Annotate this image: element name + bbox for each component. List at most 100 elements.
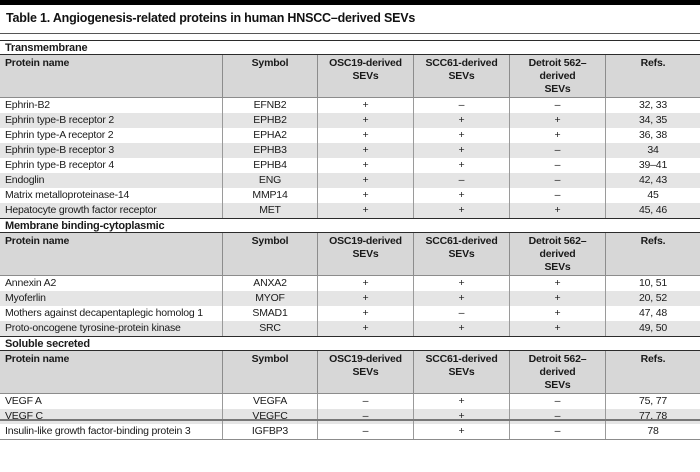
proteins-table: Transmembrane Protein name Symbol OSC19-der… bbox=[0, 40, 700, 440]
symbol-cell: MYOF bbox=[222, 291, 317, 306]
scc61-sevs-cell: + bbox=[413, 143, 509, 158]
scc61-sevs-cell: + bbox=[413, 291, 509, 306]
detroit562-sevs-cell: + bbox=[509, 276, 605, 291]
column-header-osc19-sevs-cell: OSC19-derived SEVs bbox=[317, 55, 413, 97]
symbol-cell: EFNB2 bbox=[222, 98, 317, 113]
osc19-sevs-cell: – bbox=[317, 394, 413, 409]
scc61-sevs-cell: + bbox=[413, 158, 509, 173]
table-row: Annexin A2 ANXA2 + + +10, 51 bbox=[0, 276, 700, 291]
osc19-sevs-cell: + bbox=[317, 306, 413, 321]
column-header-protein-name-cell: Protein name bbox=[5, 235, 70, 247]
section-header-0: Transmembrane bbox=[0, 40, 700, 55]
table-row: Ephrin-B2 EFNB2 + – –32, 33 bbox=[0, 98, 700, 113]
refs-cell: 32, 33 bbox=[605, 98, 700, 113]
column-header-row: Protein name Symbol OSC19-derived SEVs SCC6… bbox=[0, 55, 700, 98]
column-header-symbol-cell: Symbol bbox=[222, 233, 317, 275]
detroit562-sevs-cell: + bbox=[509, 203, 605, 218]
column-header-protein-name-cell: Protein name bbox=[5, 57, 70, 69]
scc61-sevs-cell: + bbox=[413, 321, 509, 336]
symbol-cell: EPHB2 bbox=[222, 113, 317, 128]
scc61-sevs-cell: + bbox=[413, 203, 509, 218]
protein-name-cell: Ephrin type-B receptor 3 bbox=[5, 144, 115, 156]
refs-cell: 45 bbox=[605, 188, 700, 203]
symbol-cell: ENG bbox=[222, 173, 317, 188]
detroit562-sevs-cell: – bbox=[509, 98, 605, 113]
symbol-cell: MET bbox=[222, 203, 317, 218]
refs-cell: 10, 51 bbox=[605, 276, 700, 291]
protein-name-cell: Matrix metalloproteinase-14 bbox=[5, 189, 130, 201]
refs-cell: 49, 50 bbox=[605, 321, 700, 336]
scc61-sevs-cell: + bbox=[413, 394, 509, 409]
symbol-cell: SMAD1 bbox=[222, 306, 317, 321]
scc61-sevs-cell: + bbox=[413, 424, 509, 439]
scc61-sevs-cell: – bbox=[413, 98, 509, 113]
symbol-cell: SRC bbox=[222, 321, 317, 336]
table-row: Proto-oncogene tyrosine-protein kinase SR… bbox=[0, 321, 700, 336]
detroit562-sevs-cell: – bbox=[509, 424, 605, 439]
scc61-sevs-cell: + bbox=[413, 276, 509, 291]
symbol-cell: VEGFC bbox=[222, 409, 317, 424]
symbol-cell: IGFBP3 bbox=[222, 424, 317, 439]
osc19-sevs-cell: + bbox=[317, 276, 413, 291]
scc61-sevs-cell: – bbox=[413, 306, 509, 321]
column-header-refs-cell: Refs. bbox=[605, 351, 700, 393]
column-header-refs-cell: Refs. bbox=[605, 233, 700, 275]
scc61-sevs-cell: + bbox=[413, 113, 509, 128]
scc61-sevs-cell: + bbox=[413, 188, 509, 203]
column-header-detroit562-sevs-cell: Detroit 562–derived SEVs bbox=[509, 55, 605, 97]
column-header-scc61-sevs-cell: SCC61-derived SEVs bbox=[413, 55, 509, 97]
symbol-cell: MMP14 bbox=[222, 188, 317, 203]
detroit562-sevs-cell: + bbox=[509, 113, 605, 128]
scc61-sevs-cell: + bbox=[413, 409, 509, 424]
column-header-symbol-cell: Symbol bbox=[222, 351, 317, 393]
osc19-sevs-cell: + bbox=[317, 158, 413, 173]
detroit562-sevs-cell: – bbox=[509, 394, 605, 409]
detroit562-sevs-cell: – bbox=[509, 409, 605, 424]
refs-cell: 34, 35 bbox=[605, 113, 700, 128]
table-bottom-rule bbox=[0, 419, 700, 421]
detroit562-sevs-cell: – bbox=[509, 143, 605, 158]
column-header-detroit562-sevs-cell: Detroit 562–derived SEVs bbox=[509, 233, 605, 275]
detroit562-sevs-cell: + bbox=[509, 321, 605, 336]
section-header-1: Membrane binding-cytoplasmic bbox=[0, 218, 700, 233]
title-divider-line bbox=[0, 33, 700, 34]
protein-name-cell: VEGF C bbox=[5, 410, 43, 422]
osc19-sevs-cell: + bbox=[317, 98, 413, 113]
refs-cell: 77, 78 bbox=[605, 409, 700, 424]
osc19-sevs-cell: + bbox=[317, 188, 413, 203]
column-header-refs-cell: Refs. bbox=[605, 55, 700, 97]
protein-name-cell: Ephrin type-B receptor 2 bbox=[5, 114, 115, 126]
detroit562-sevs-cell: – bbox=[509, 158, 605, 173]
refs-cell: 36, 38 bbox=[605, 128, 700, 143]
column-header-row: Protein name Symbol OSC19-derived SEVs SCC6… bbox=[0, 233, 700, 276]
symbol-cell: ANXA2 bbox=[222, 276, 317, 291]
column-header-symbol-cell: Symbol bbox=[222, 55, 317, 97]
detroit562-sevs-cell: + bbox=[509, 306, 605, 321]
table-row: VEGF A VEGFA – + –75, 77 bbox=[0, 394, 700, 409]
refs-cell: 78 bbox=[605, 424, 700, 439]
osc19-sevs-cell: + bbox=[317, 128, 413, 143]
refs-cell: 45, 46 bbox=[605, 203, 700, 218]
osc19-sevs-cell: + bbox=[317, 143, 413, 158]
detroit562-sevs-cell: – bbox=[509, 188, 605, 203]
table-top-black-bar bbox=[0, 0, 700, 5]
column-header-scc61-sevs-cell: SCC61-derived SEVs bbox=[413, 233, 509, 275]
column-header-detroit562-sevs-cell: Detroit 562–derived SEVs bbox=[509, 351, 605, 393]
detroit562-sevs-cell: + bbox=[509, 291, 605, 306]
protein-name-cell: Endoglin bbox=[5, 174, 45, 186]
table-title: Table 1. Angiogenesis-related proteins i… bbox=[6, 11, 416, 25]
refs-cell: 34 bbox=[605, 143, 700, 158]
osc19-sevs-cell: + bbox=[317, 203, 413, 218]
refs-cell: 42, 43 bbox=[605, 173, 700, 188]
scc61-sevs-cell: + bbox=[413, 128, 509, 143]
refs-cell: 75, 77 bbox=[605, 394, 700, 409]
refs-cell: 20, 52 bbox=[605, 291, 700, 306]
osc19-sevs-cell: + bbox=[317, 321, 413, 336]
refs-cell: 47, 48 bbox=[605, 306, 700, 321]
symbol-cell: EPHA2 bbox=[222, 128, 317, 143]
protein-name-cell: VEGF A bbox=[5, 395, 42, 407]
detroit562-sevs-cell: – bbox=[509, 173, 605, 188]
table-row: Myoferlin MYOF + + +20, 52 bbox=[0, 291, 700, 306]
refs-cell: 39–41 bbox=[605, 158, 700, 173]
